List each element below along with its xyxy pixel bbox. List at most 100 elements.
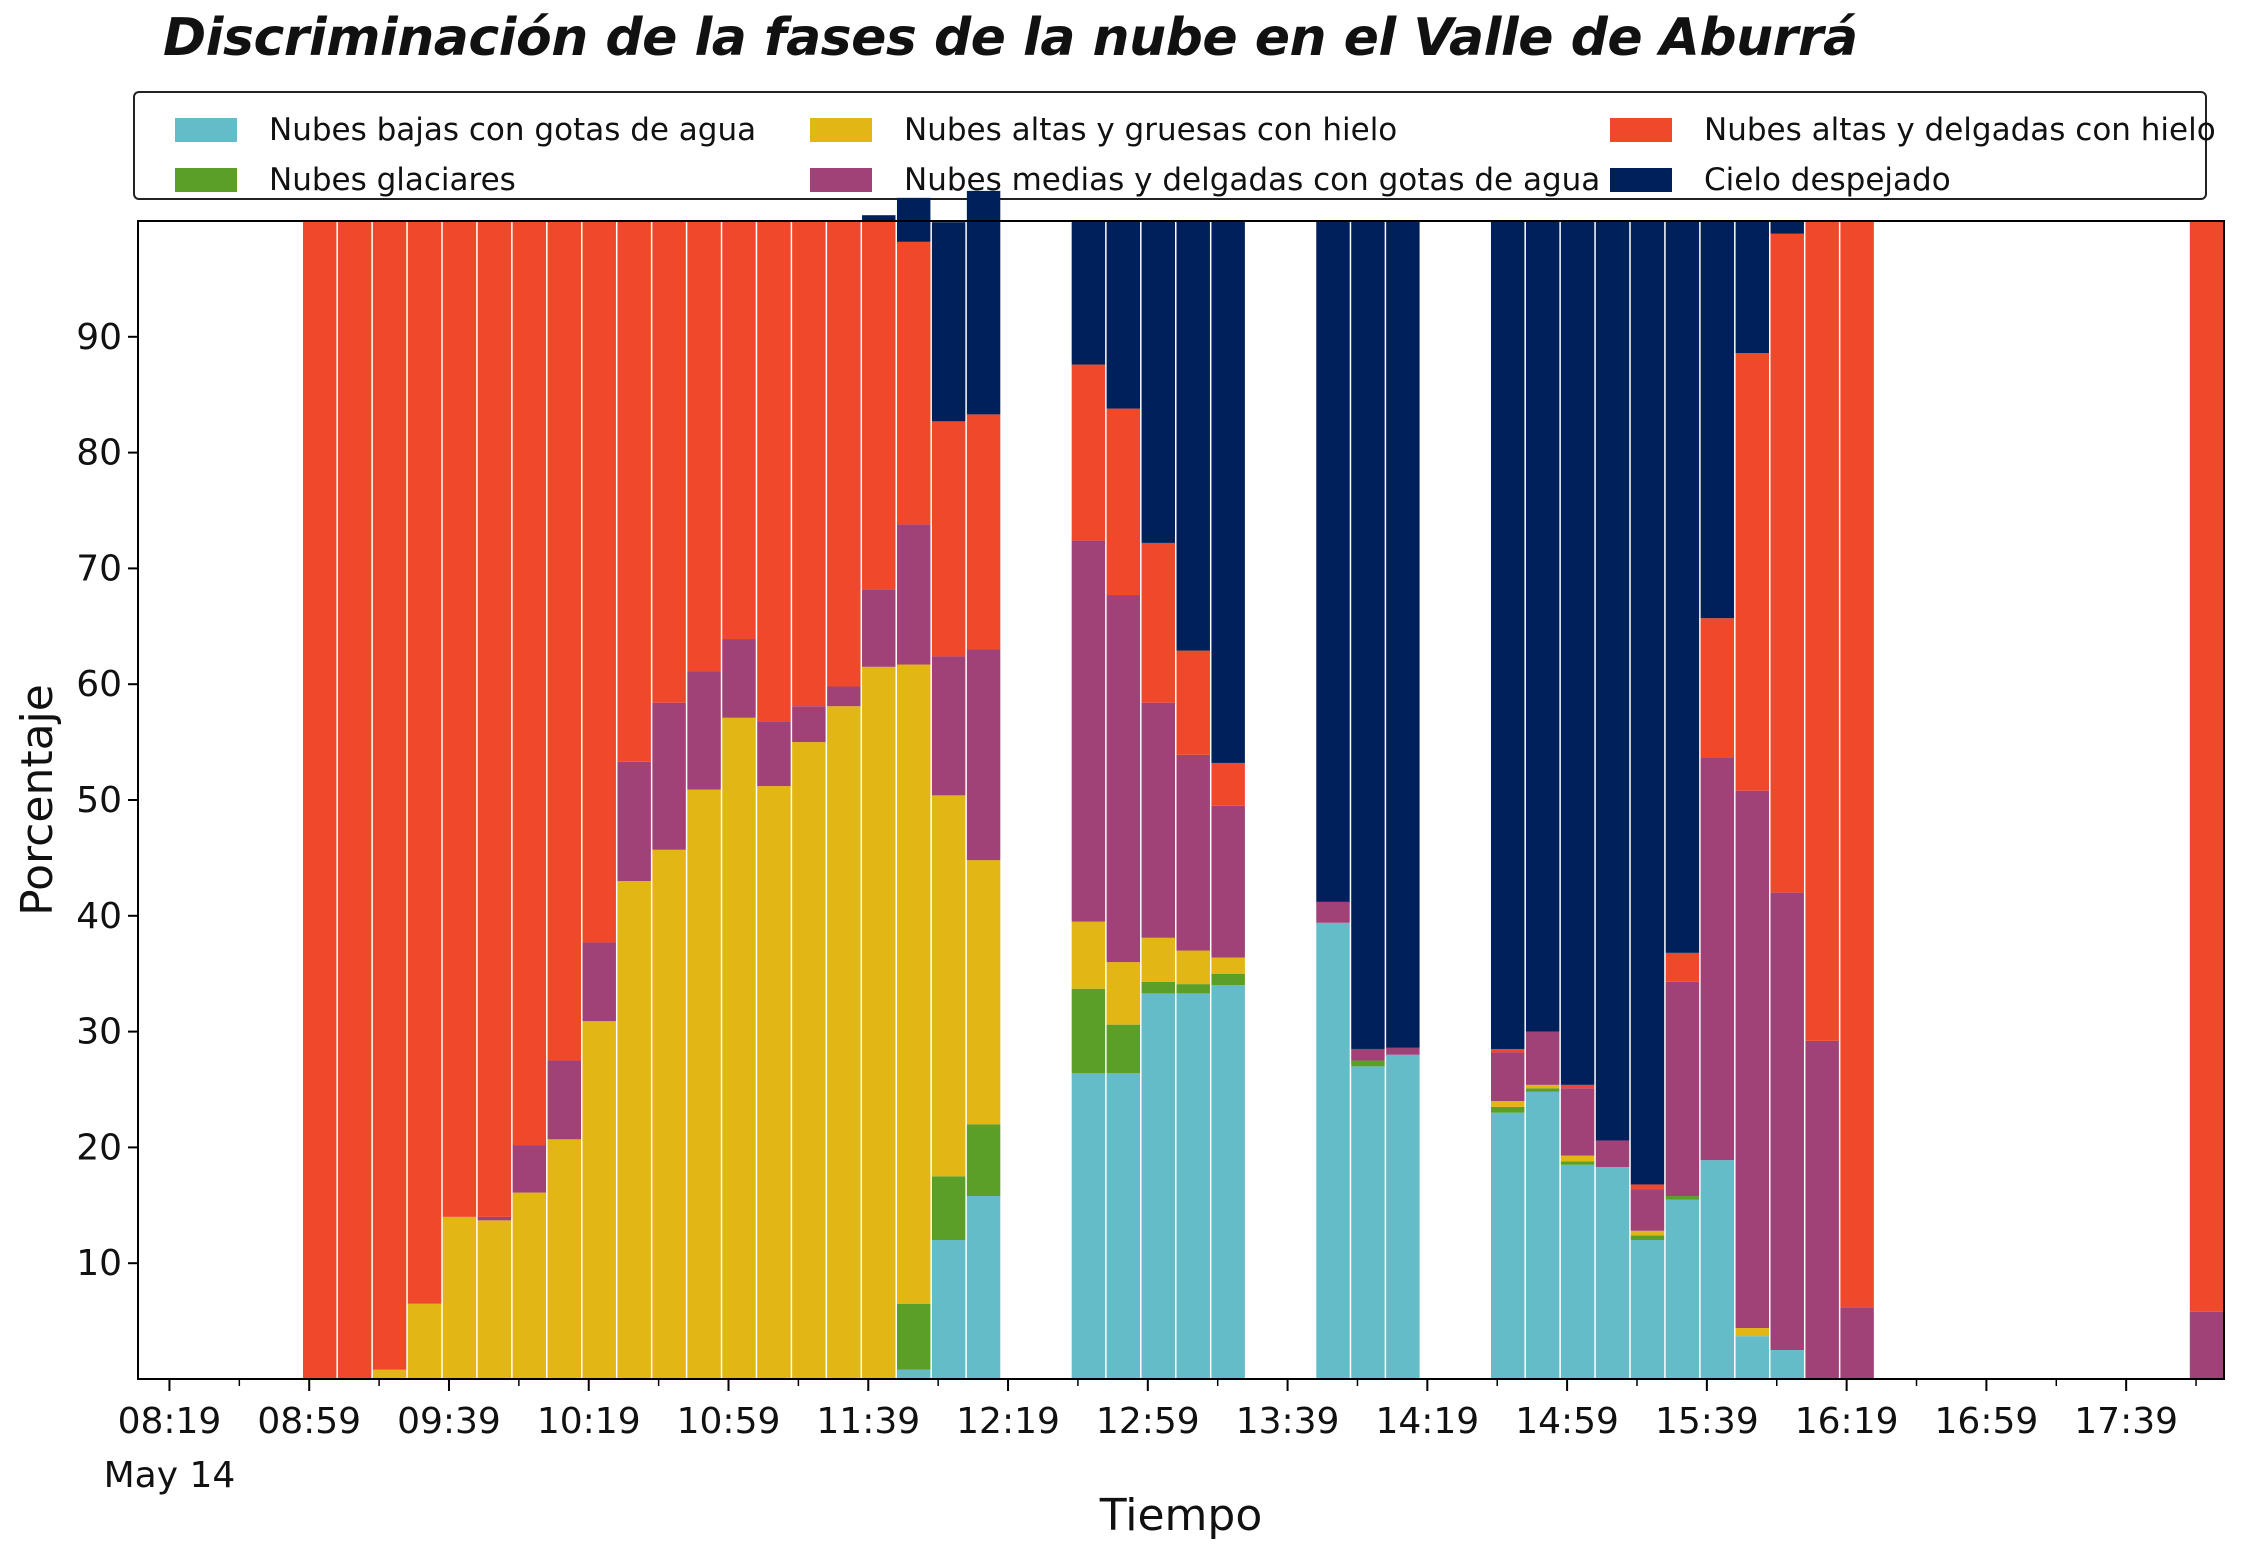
bar-segment-s0-28	[1490, 1112, 1525, 1379]
bar-segment-s2-29	[1525, 1084, 1560, 1089]
bar-segment-s3-23	[1176, 754, 1210, 951]
bar-segment-s4-19	[966, 414, 1001, 650]
bar-segment-s4-5	[477, 221, 512, 1217]
legend-label: Nubes bajas con gotas de agua	[269, 112, 757, 148]
bar-segment-s5-27	[1386, 221, 1420, 1048]
bar-segment-s4-11	[687, 221, 721, 672]
legend-label: Nubes glaciares	[269, 162, 516, 198]
bar-segment-s4-36	[1770, 233, 1804, 893]
bar-segment-s2-14	[792, 742, 826, 1379]
legend-item-5: Cielo despejado	[1610, 160, 1951, 200]
bar-segment-s5-33	[1665, 221, 1700, 953]
bar-segment-s5-31	[1595, 221, 1630, 1141]
bar-segment-s0-34	[1700, 1160, 1735, 1379]
bar-segment-s4-8	[582, 221, 616, 943]
bar-segment-s3-12	[722, 639, 756, 718]
bar-segment-s0-33	[1665, 1199, 1700, 1379]
x-tick-label-0: 08:19	[118, 1401, 222, 1442]
bar-segment-s4-7	[547, 221, 582, 1061]
bar-segment-s5-35	[1735, 221, 1770, 354]
legend-item-4: Nubes altas y delgadas con hielo	[1610, 110, 2216, 150]
bar-segment-s4-13	[757, 221, 791, 722]
bar-segment-s5-23	[1176, 221, 1210, 651]
bar-segment-s4-14	[792, 221, 826, 707]
x-date-label: May 14	[104, 1455, 236, 1496]
bar-segment-s0-26	[1351, 1066, 1385, 1379]
bar-segment-s0-21	[1106, 1073, 1141, 1379]
bar-segment-s2-20	[1071, 921, 1106, 989]
y-tick-label-50: 50	[76, 780, 122, 821]
legend: Nubes bajas con gotas de agua Nubes altas…	[133, 91, 2216, 200]
bar-segment-s3-6	[512, 1145, 547, 1193]
bar-segment-s0-24	[1211, 985, 1245, 1379]
bar-segment-s2-28	[1490, 1101, 1525, 1107]
bar-segment-s3-31	[1595, 1140, 1630, 1168]
bar-segment-s3-37	[1805, 1040, 1839, 1379]
bar-segment-s0-18	[931, 1240, 966, 1379]
x-tick-label-7: 12:59	[1096, 1401, 1200, 1442]
bar-segment-s4-15	[827, 221, 861, 687]
bar-segment-s4-23	[1176, 650, 1210, 755]
x-tick-label-2: 09:39	[397, 1401, 501, 1442]
bar-segment-s2-23	[1176, 950, 1210, 985]
bar-segment-s3-21	[1106, 595, 1141, 963]
bar-segment-s2-16	[862, 666, 896, 1379]
bar-segment-s3-11	[687, 671, 721, 790]
bar-segment-s2-6	[512, 1192, 547, 1379]
bar-segment-s5-26	[1351, 221, 1385, 1049]
bar-segment-s2-19	[966, 860, 1001, 1125]
bar-segment-s3-15	[827, 686, 861, 707]
bar-segment-s4-2	[372, 221, 407, 1370]
bar-segment-s5-36	[1770, 221, 1804, 234]
bar-segment-s5-19	[966, 190, 1001, 415]
bars	[302, 190, 2224, 1379]
bar-segment-s4-21	[1106, 408, 1141, 596]
y-tick-label-30: 30	[76, 1012, 122, 1053]
bar-segment-s2-7	[547, 1139, 582, 1379]
bar-segment-s1-18	[931, 1176, 966, 1241]
bar-segment-s3-9	[617, 761, 651, 882]
y-axis-label: Porcentaje	[12, 684, 63, 916]
x-tick-label-10: 14:59	[1515, 1401, 1619, 1442]
legend-swatch	[810, 168, 872, 192]
bar-segment-s4-1	[337, 221, 372, 1379]
bar-segment-s3-14	[792, 706, 826, 743]
bar-segment-s0-23	[1176, 993, 1210, 1379]
legend-swatch	[175, 118, 237, 142]
y-axis: 10 20 30 40 50 60 70 80 90	[76, 317, 138, 1284]
x-tick-label-3: 10:19	[537, 1401, 641, 1442]
x-tick-label-14: 17:39	[2074, 1401, 2178, 1442]
bar-segment-s3-25	[1316, 901, 1350, 923]
bar-segment-s4-0	[302, 221, 337, 1379]
bar-segment-s3-10	[652, 702, 686, 850]
bar-segment-s1-23	[1176, 984, 1210, 994]
bar-segment-s0-19	[966, 1196, 1001, 1379]
bar-segment-s2-15	[827, 706, 861, 1379]
bar-segment-s2-2	[372, 1369, 407, 1379]
bar-segment-s2-24	[1211, 957, 1245, 974]
bar-segment-s3-35	[1735, 790, 1770, 1329]
bar-segment-s2-22	[1141, 937, 1176, 982]
bar-segment-s1-24	[1211, 973, 1245, 986]
legend-label: Nubes altas y gruesas con hielo	[904, 112, 1398, 148]
legend-swatch	[810, 118, 872, 142]
chart-title: Discriminación de la fases de la nube en…	[163, 8, 1858, 68]
bar-segment-s1-33	[1665, 1196, 1700, 1200]
bar-segment-s1-20	[1071, 988, 1106, 1074]
bar-segment-s3-36	[1770, 892, 1804, 1351]
bar-segment-s5-34	[1700, 221, 1735, 619]
bar-segment-s5-25	[1316, 221, 1350, 902]
bar-segment-s4-22	[1141, 542, 1176, 703]
bar-segment-s2-9	[617, 881, 651, 1379]
x-axis-label: Tiempo	[1099, 1490, 1263, 1541]
bar-segment-s1-30	[1560, 1161, 1595, 1165]
bar-segment-s4-30	[1560, 1084, 1595, 1089]
bar-segment-s3-22	[1141, 702, 1176, 938]
bar-segment-s4-3	[407, 221, 442, 1304]
bar-segment-s3-8	[582, 942, 616, 1022]
bar-segment-s2-35	[1735, 1328, 1770, 1337]
bar-segment-s3-16	[862, 589, 896, 667]
bar-segment-s1-32	[1630, 1235, 1665, 1241]
y-tick-label-90: 90	[76, 317, 122, 358]
bar-segment-s3-40	[2189, 1311, 2224, 1379]
